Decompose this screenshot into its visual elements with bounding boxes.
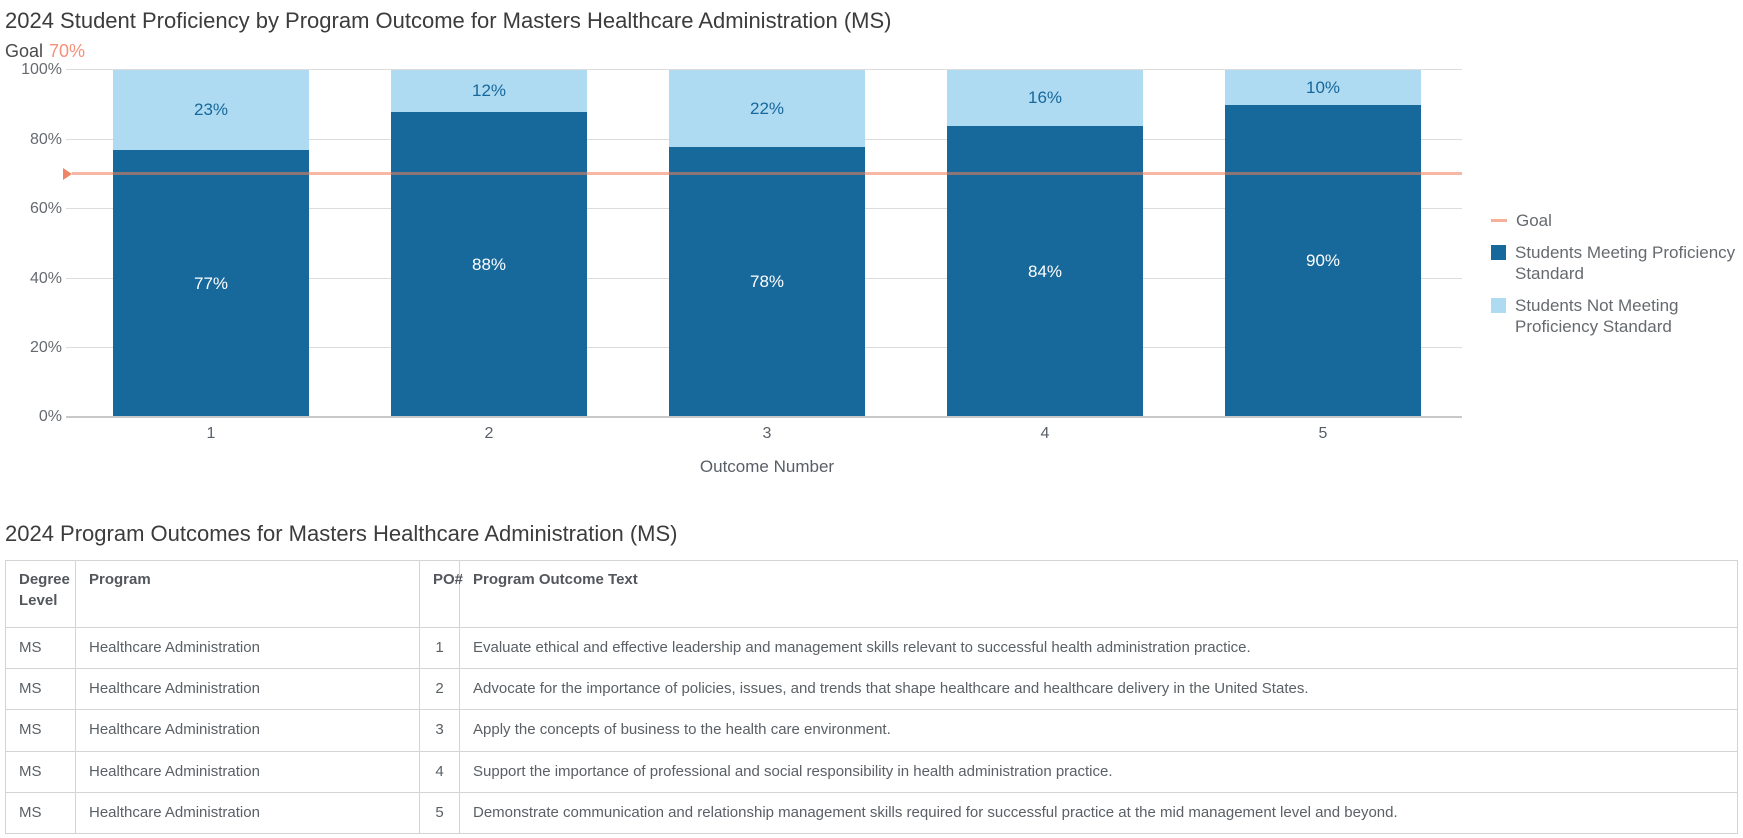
- table-cell: MS: [5, 626, 76, 670]
- chart-title: 2024 Student Proficiency by Program Outc…: [5, 8, 892, 33]
- bar-segment-not-meeting[interactable]: 22%: [669, 70, 865, 147]
- stacked-bar[interactable]: 10% 90%: [1225, 70, 1421, 418]
- table-cell: Healthcare Administration: [75, 626, 420, 670]
- legend-item-goal[interactable]: Goal: [1491, 210, 1741, 231]
- bar-segment-meeting[interactable]: 77%: [113, 150, 309, 418]
- x-tick-label: 3: [762, 425, 772, 443]
- column-header: PO#: [419, 560, 463, 628]
- not-meeting-swatch-icon: [1491, 298, 1506, 314]
- table-cell: Apply the concepts of business to the he…: [459, 709, 1738, 752]
- x-axis-line: [66, 416, 1462, 419]
- bar-segment-meeting[interactable]: 90%: [1225, 105, 1421, 418]
- bar-segment-meeting[interactable]: 84%: [947, 125, 1143, 418]
- table-cell: 5: [419, 791, 460, 835]
- table-row: MS Healthcare Administration 3 Apply the co…: [5, 709, 1738, 752]
- column-header: Program: [75, 560, 420, 628]
- goal-value: 70%: [49, 41, 86, 62]
- y-tick-label: 80%: [29, 130, 62, 148]
- x-axis: 1 2 3 4 5: [72, 417, 1462, 443]
- table-cell: Healthcare Administration: [75, 668, 420, 711]
- bar-group: 10% 90%: [1184, 70, 1462, 418]
- legend-label: Students Meeting Proficiency Standard: [1515, 243, 1736, 284]
- chart-legend: Goal Students Meeting Proficiency Standa…: [1491, 210, 1741, 337]
- table-cell: Advocate for the importance of policies,…: [459, 668, 1738, 711]
- table-row: MS Healthcare Administration 2 Advocate for…: [5, 668, 1738, 711]
- table-cell: Evaluate ethical and effective leadershi…: [459, 626, 1738, 670]
- legend-label: Goal: [1516, 211, 1552, 231]
- table-header-row: Degree Level Program PO# Program Outcome Te…: [5, 560, 1738, 628]
- table-header: Degree Level Program PO# Program Outcome Te…: [5, 560, 1738, 628]
- bar-group: 16% 84%: [906, 70, 1184, 418]
- goal-line-swatch-icon: [1491, 219, 1507, 223]
- table-cell: 3: [419, 709, 460, 752]
- table-cell: MS: [5, 709, 76, 752]
- y-tick-label: 100%: [21, 61, 62, 79]
- table-cell: 1: [419, 626, 460, 670]
- x-tick-label: 2: [484, 425, 494, 443]
- table-row: MS Healthcare Administration 5 Demonstrate …: [5, 791, 1738, 835]
- gridline: [66, 69, 1462, 71]
- table-cell: MS: [5, 791, 76, 835]
- legend-label: Students Not Meeting Proficiency Standar…: [1515, 296, 1679, 337]
- stacked-bar[interactable]: 23% 77%: [113, 70, 309, 418]
- table-cell: Healthcare Administration: [75, 709, 420, 752]
- plot-block: 0% 20% 40% 60% 80% 100% 23% 77% 12% 88% 22% 78% 16%…: [5, 61, 1462, 477]
- plot-area: 23% 77% 12% 88% 22% 78% 16% 84% 10% 90%: [63, 69, 1462, 419]
- x-tick-label: 5: [1318, 425, 1328, 443]
- bar-group: 23% 77%: [72, 70, 350, 418]
- y-tick-label: 40%: [29, 269, 62, 287]
- column-header: Program Outcome Text: [459, 560, 1738, 628]
- table-title: 2024 Program Outcomes for Masters Health…: [5, 521, 678, 547]
- legend-item-meeting[interactable]: Students Meeting Proficiency Standard: [1491, 242, 1741, 284]
- x-axis-title: Outcome Number: [699, 457, 835, 477]
- y-tick-label: 20%: [29, 339, 62, 356]
- table-cell: MS: [5, 750, 76, 793]
- table-row: MS Healthcare Administration 4 Support the …: [5, 750, 1738, 793]
- meeting-swatch-icon: [1491, 245, 1506, 261]
- table-cell: 4: [419, 750, 460, 793]
- bar-segment-meeting[interactable]: 88%: [391, 112, 587, 418]
- table-row: MS Healthcare Administration 1 Evaluate eth…: [5, 626, 1738, 670]
- table-cell: Demonstrate communication and relationsh…: [459, 791, 1738, 835]
- table-cell: Healthcare Administration: [75, 791, 420, 835]
- table-body: MS Healthcare Administration 1 Evaluate eth…: [5, 626, 1738, 835]
- x-tick-label: 1: [206, 425, 216, 443]
- table-cell: Support the importance of professional a…: [459, 750, 1738, 793]
- program-outcomes-table: Degree Level Program PO# Program Outcome Te…: [5, 560, 1738, 835]
- goal-label: Goal: [5, 41, 44, 62]
- table-cell: 2: [419, 668, 460, 711]
- bar-segment-not-meeting[interactable]: 12%: [391, 70, 587, 113]
- bar-group: 12% 88%: [350, 70, 628, 418]
- bar-group: 22% 78%: [628, 70, 906, 418]
- column-header: Degree Level: [5, 560, 76, 628]
- table-cell: Healthcare Administration: [75, 750, 420, 793]
- bar-segment-meeting[interactable]: 78%: [669, 146, 865, 418]
- y-tick-label: 60%: [29, 200, 62, 218]
- bars-container: 23% 77% 12% 88% 22% 78% 16% 84% 10% 90%: [72, 70, 1462, 418]
- goal-note: Goal 70%: [5, 41, 1743, 62]
- legend-item-not-meeting[interactable]: Students Not Meeting Proficiency Standar…: [1491, 295, 1741, 337]
- stacked-bar[interactable]: 12% 88%: [391, 70, 587, 418]
- y-axis: 0% 20% 40% 60% 80% 100%: [5, 61, 72, 425]
- x-tick-label: 4: [1040, 425, 1050, 443]
- proficiency-chart: 0% 20% 40% 60% 80% 100% 23% 77% 12% 88% 22% 78% 16%…: [5, 61, 1743, 477]
- table-cell: MS: [5, 668, 76, 711]
- bar-segment-not-meeting[interactable]: 16%: [947, 70, 1143, 126]
- goal-marker-icon: [63, 167, 72, 180]
- stacked-bar[interactable]: 22% 78%: [669, 70, 865, 418]
- goal-line: [63, 167, 1462, 180]
- stacked-bar[interactable]: 16% 84%: [947, 70, 1143, 418]
- bar-segment-not-meeting[interactable]: 23%: [113, 70, 309, 151]
- y-tick-label: 0%: [38, 408, 62, 426]
- bar-segment-not-meeting[interactable]: 10%: [1225, 70, 1421, 106]
